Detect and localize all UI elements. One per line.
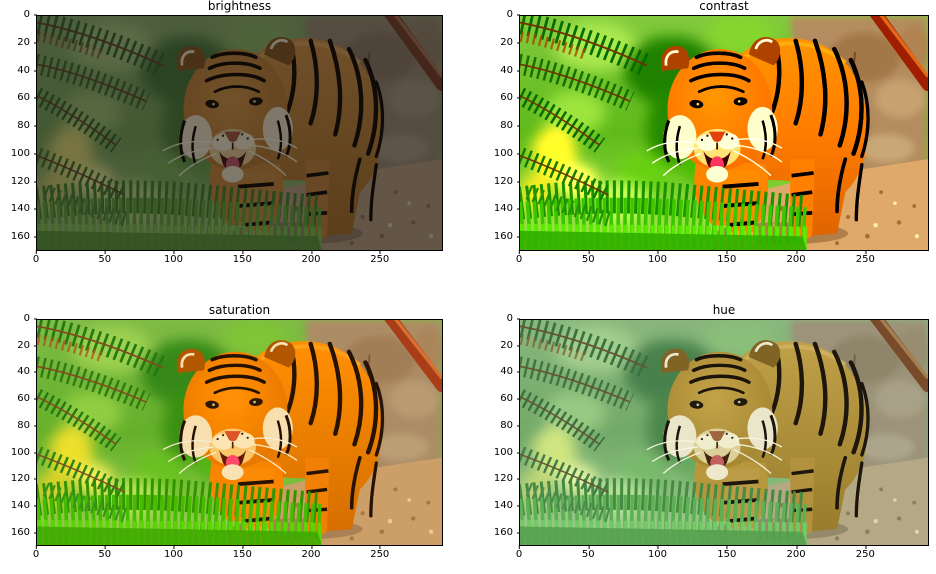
y-tick-label: 140 bbox=[493, 499, 513, 511]
y-tick-label: 20 bbox=[500, 36, 513, 48]
y-tick-label: 100 bbox=[10, 446, 30, 458]
y-tick-label: 80 bbox=[500, 419, 513, 431]
x-axis: 0 50 100 150 200 250 bbox=[516, 545, 929, 565]
x-tick-label: 50 bbox=[582, 250, 595, 265]
y-tick-label: 120 bbox=[10, 175, 30, 187]
y-tick-label: 160 bbox=[10, 526, 30, 538]
y-tick-label: 140 bbox=[10, 499, 30, 511]
x-tick-label: 200 bbox=[301, 250, 321, 265]
y-tick-label: 120 bbox=[10, 473, 30, 485]
y-axis: 0 20 40 60 80 100 120 140 160 bbox=[484, 314, 520, 546]
image-axes: 0 20 40 60 80 100 120 140 160 0 50 100 150 200 250 bbox=[494, 314, 929, 560]
x-tick-label: 100 bbox=[164, 250, 183, 265]
y-tick-label: 60 bbox=[17, 92, 30, 104]
x-tick-label: 150 bbox=[717, 250, 736, 265]
x-tick-label: 150 bbox=[233, 545, 252, 560]
x-tick-label: 250 bbox=[856, 250, 875, 265]
image-axes: 0 20 40 60 80 100 120 140 160 0 50 100 150 200 250 bbox=[11, 10, 443, 265]
y-tick-label: 100 bbox=[493, 147, 513, 159]
x-axis: 0 50 100 150 200 250 bbox=[33, 545, 443, 565]
x-tick-label: 50 bbox=[582, 545, 595, 560]
y-tick-label: 60 bbox=[500, 393, 513, 405]
y-tick-label: 0 bbox=[506, 9, 513, 20]
y-tick-label: 20 bbox=[17, 36, 30, 48]
y-tick-label: 20 bbox=[17, 339, 30, 351]
x-tick-label: 50 bbox=[98, 545, 111, 560]
image-axes: 0 20 40 60 80 100 120 140 160 0 50 100 150 200 250 bbox=[11, 314, 443, 560]
x-tick-label: 250 bbox=[856, 545, 875, 560]
y-tick-label: 160 bbox=[10, 231, 30, 243]
tiger-photo bbox=[520, 320, 928, 545]
subplot-title: hue bbox=[712, 303, 736, 317]
y-tick-label: 80 bbox=[17, 419, 30, 431]
y-axis: 0 20 40 60 80 100 120 140 160 bbox=[1, 10, 37, 251]
y-tick-label: 80 bbox=[17, 120, 30, 132]
x-tick-label: 0 bbox=[33, 545, 39, 560]
y-tick-label: 140 bbox=[10, 203, 30, 215]
x-tick-label: 200 bbox=[786, 250, 806, 265]
y-tick-label: 60 bbox=[500, 92, 513, 104]
x-axis: 0 50 100 150 200 250 bbox=[33, 250, 443, 270]
subplot-title: saturation bbox=[208, 303, 271, 317]
y-tick-label: 40 bbox=[17, 64, 30, 76]
y-tick-label: 20 bbox=[500, 339, 513, 351]
y-tick-label: 60 bbox=[17, 393, 30, 405]
x-tick-label: 150 bbox=[233, 250, 252, 265]
y-axis: 0 20 40 60 80 100 120 140 160 bbox=[484, 10, 520, 251]
y-tick-label: 100 bbox=[493, 446, 513, 458]
y-tick-label: 80 bbox=[500, 120, 513, 132]
y-tick-label: 120 bbox=[493, 473, 513, 485]
x-tick-label: 100 bbox=[648, 250, 667, 265]
y-tick-label: 40 bbox=[500, 366, 513, 378]
y-tick-label: 140 bbox=[493, 203, 513, 215]
x-tick-label: 200 bbox=[786, 545, 806, 560]
subplot-title: brightness bbox=[207, 0, 272, 13]
x-tick-label: 250 bbox=[370, 545, 389, 560]
y-tick-label: 40 bbox=[17, 366, 30, 378]
x-tick-label: 0 bbox=[516, 545, 522, 560]
y-tick-label: 0 bbox=[23, 313, 30, 324]
x-tick-label: 0 bbox=[33, 250, 39, 265]
x-tick-label: 150 bbox=[717, 545, 736, 560]
y-tick-label: 100 bbox=[10, 147, 30, 159]
x-tick-label: 250 bbox=[370, 250, 389, 265]
y-tick-label: 40 bbox=[500, 64, 513, 76]
subplot-title: contrast bbox=[699, 0, 749, 13]
y-axis: 0 20 40 60 80 100 120 140 160 bbox=[1, 314, 37, 546]
x-axis: 0 50 100 150 200 250 bbox=[516, 250, 929, 270]
y-tick-label: 160 bbox=[493, 526, 513, 538]
image-axes: 0 20 40 60 80 100 120 140 160 0 50 100 150 200 250 bbox=[494, 10, 929, 265]
y-tick-label: 160 bbox=[493, 231, 513, 243]
y-tick-label: 120 bbox=[493, 175, 513, 187]
y-tick-label: 0 bbox=[23, 9, 30, 20]
x-tick-label: 50 bbox=[98, 250, 111, 265]
x-tick-label: 200 bbox=[301, 545, 321, 560]
x-tick-label: 100 bbox=[648, 545, 667, 560]
y-tick-label: 0 bbox=[506, 313, 513, 324]
x-tick-label: 0 bbox=[516, 250, 522, 265]
x-tick-label: 100 bbox=[164, 545, 183, 560]
